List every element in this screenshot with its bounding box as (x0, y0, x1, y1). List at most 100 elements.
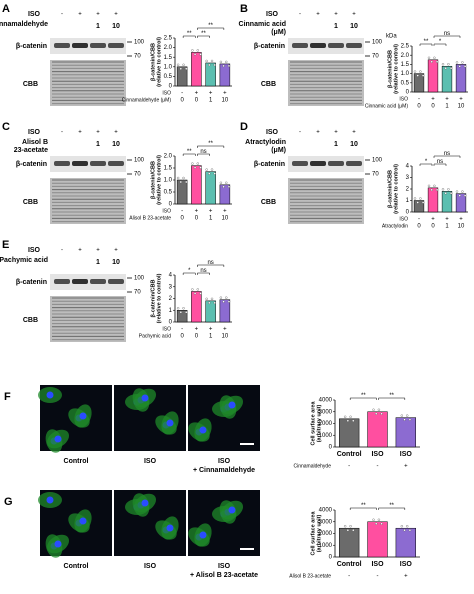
dot (377, 408, 381, 411)
stain-label: CBB (261, 81, 276, 88)
dot (463, 194, 467, 197)
x-row-value: + (223, 209, 227, 215)
iso-sign: + (114, 130, 118, 136)
iso-sign: + (78, 12, 82, 18)
sig-bracket (349, 397, 377, 400)
y-tick-label: 2.0 (164, 154, 173, 160)
bar (395, 527, 416, 558)
stain-label: CBB (261, 199, 276, 206)
dot (375, 412, 378, 415)
sig-label: ** (208, 23, 213, 29)
dot (225, 296, 228, 299)
x-row-value: 1 (445, 104, 449, 110)
dot (427, 56, 431, 59)
dot (444, 192, 447, 195)
bar (219, 63, 231, 87)
dot (199, 166, 202, 169)
sig-bracket (197, 35, 210, 38)
x-row-value: + (459, 97, 463, 103)
dot (176, 63, 180, 66)
iso-sign: + (352, 12, 356, 18)
sig-bracket (197, 264, 225, 267)
bar (339, 527, 360, 558)
bar (219, 299, 231, 323)
treatment-label: (μM) (271, 29, 286, 36)
sig-bracket (433, 35, 461, 38)
band (72, 161, 88, 166)
dot (416, 74, 419, 77)
protein-label: β-catenin (254, 161, 285, 168)
dot (213, 63, 216, 67)
cbb-gel (288, 178, 364, 224)
bar (339, 418, 360, 448)
image-label: ISO (144, 458, 157, 465)
dot (461, 190, 464, 193)
treatment-label: Cinnamic acid (239, 21, 286, 28)
band (54, 279, 70, 284)
x-tick-label: ISO (371, 451, 384, 458)
y-tick-label: 0 (169, 202, 173, 208)
dot (179, 311, 182, 314)
sig-label: ** (361, 503, 366, 509)
iso-sign: + (78, 130, 82, 136)
band (54, 43, 70, 48)
x-row-label: Alisol B 23-acetate (129, 215, 171, 221)
protein-label: β-catenin (254, 43, 285, 50)
iso-label: ISO (28, 129, 41, 136)
dot (346, 529, 350, 532)
iso-sign: + (96, 12, 100, 18)
x-row-value: 0 (195, 334, 199, 340)
dot (433, 56, 436, 59)
sig-bracket (182, 272, 196, 275)
y-axis-label: (arbitrary unit) (316, 405, 322, 443)
dot (455, 61, 459, 64)
x-row-value: - (377, 464, 379, 470)
y-tick-label: 0 (329, 555, 333, 561)
conc: 10 (112, 259, 120, 266)
x-row-value: - (418, 97, 420, 103)
dot (176, 176, 180, 180)
protein-label: β-catenin (16, 161, 47, 168)
dot (461, 61, 464, 64)
dot (213, 172, 216, 175)
y-tick-label: 1000 (319, 543, 333, 549)
nucleus (199, 531, 207, 539)
x-row-value: 0 (195, 98, 199, 104)
bar (413, 200, 425, 213)
sig-bracket (419, 43, 433, 46)
iso-sign: + (114, 12, 118, 18)
dot (447, 63, 450, 66)
iso-sign: + (96, 130, 100, 136)
sig-label: ** (208, 141, 213, 147)
marker: 70 (134, 290, 141, 296)
band (90, 279, 106, 284)
dot (219, 296, 223, 299)
dot (210, 168, 214, 171)
y-tick-label: 2.0 (401, 53, 410, 59)
cbb-gel (288, 60, 364, 106)
dot (193, 166, 197, 169)
dot (380, 412, 383, 415)
marker: 100 (134, 40, 145, 46)
x-row-value: - (348, 464, 350, 470)
dot (182, 176, 185, 180)
x-row-value: 1 (445, 224, 449, 230)
band (108, 161, 124, 166)
x-row-value: + (404, 464, 408, 470)
dot (225, 60, 228, 64)
dot (441, 63, 445, 66)
y-tick-label: 2000 (319, 421, 333, 427)
dot (406, 525, 409, 528)
image-label: Control (64, 458, 89, 465)
x-row-value: 1 (209, 334, 213, 340)
y-axis-label: β-catenin/CBB (150, 161, 156, 199)
cbb-gel (50, 178, 126, 224)
marker: 100 (134, 158, 145, 164)
x-row-value: + (431, 217, 435, 223)
x-row-value: + (223, 327, 227, 333)
dot (435, 188, 439, 192)
band (346, 43, 362, 48)
y-tick-label: 1.0 (164, 178, 173, 184)
bar (176, 310, 188, 323)
y-tick-label: 4000 (319, 398, 333, 404)
